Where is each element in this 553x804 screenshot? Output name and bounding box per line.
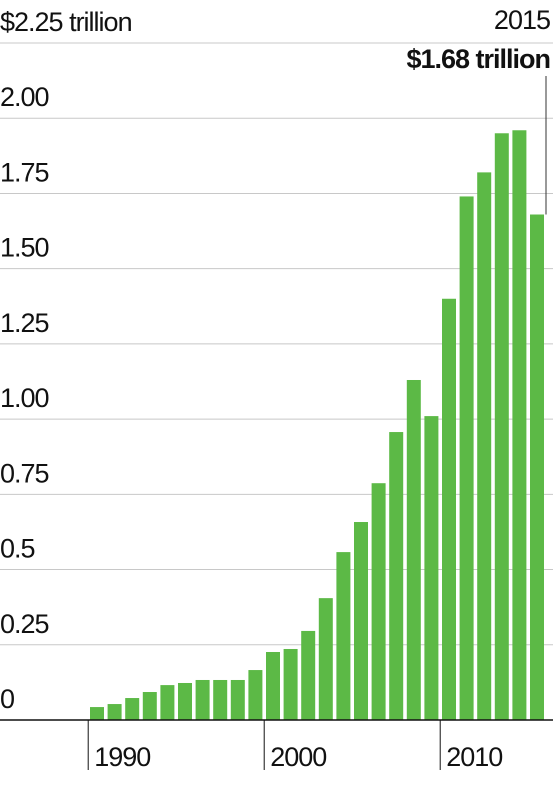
x-tick-label: 2010 — [446, 742, 502, 772]
bar — [266, 651, 280, 720]
y-tick-label: 1.00 — [0, 383, 49, 413]
bar — [354, 522, 368, 720]
bar — [512, 130, 527, 720]
y-tick-label: 0 — [0, 684, 14, 714]
y-tick-label: 2.00 — [0, 82, 49, 112]
bar — [160, 685, 175, 720]
bar — [459, 196, 474, 720]
y-tick-label: 1.25 — [0, 308, 49, 338]
bar — [336, 552, 351, 720]
annotation-value: $1.68 trillion — [406, 44, 550, 74]
bar — [213, 679, 228, 720]
bar — [389, 432, 404, 720]
bar — [195, 679, 210, 720]
bar — [230, 679, 245, 720]
bar — [178, 682, 192, 720]
bar — [530, 214, 544, 721]
bar — [107, 704, 122, 720]
y-tick-label: 1.50 — [0, 233, 49, 263]
bar — [301, 630, 316, 720]
x-tick-label: 1990 — [94, 742, 150, 772]
bar — [90, 707, 104, 720]
bar — [283, 648, 298, 720]
bar — [371, 483, 386, 720]
bar — [406, 379, 421, 720]
annotation-year: 2015 — [494, 5, 550, 35]
bar — [125, 698, 140, 720]
bar — [477, 172, 492, 721]
bar — [318, 598, 333, 720]
y-tick-label: 0.5 — [0, 534, 35, 564]
y-tick-label: 1.75 — [0, 157, 49, 187]
x-tick-label: 2000 — [270, 742, 326, 772]
bar — [142, 692, 157, 720]
bar — [248, 670, 263, 720]
bar — [442, 298, 456, 720]
y-tick-label: $2.25 trillion — [0, 7, 132, 37]
y-tick-label: 0.75 — [0, 458, 49, 488]
y-tick-label: 0.25 — [0, 609, 49, 639]
bar — [494, 133, 509, 720]
bar — [424, 416, 439, 720]
